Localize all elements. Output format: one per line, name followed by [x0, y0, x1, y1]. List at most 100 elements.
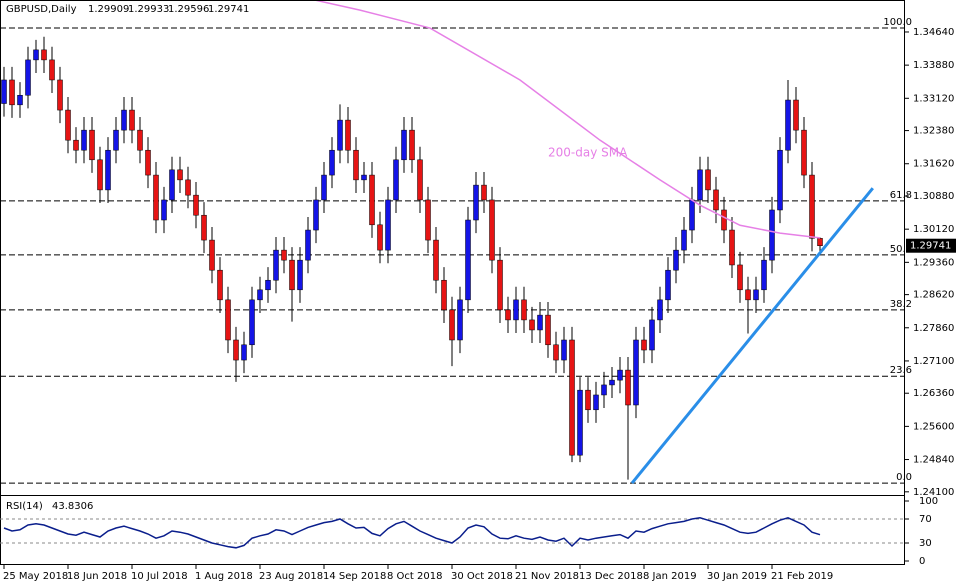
- header-open: 1.29909: [88, 4, 129, 15]
- fib-label: 0.0: [896, 472, 912, 483]
- candle-body: [209, 239, 215, 271]
- candle-body: [321, 174, 327, 201]
- candle-body: [761, 259, 767, 291]
- rsi-line: [3, 517, 821, 549]
- candle-body: [169, 169, 175, 201]
- trendline: [630, 187, 874, 485]
- candle-body: [713, 189, 719, 211]
- y-tick-label: 1.29360: [913, 257, 954, 268]
- candle-body: [537, 314, 543, 331]
- candle-body: [417, 159, 423, 201]
- candle-body: [49, 59, 55, 81]
- candle-body: [217, 269, 223, 301]
- x-tick-label: 18 Jun 2018: [67, 571, 127, 582]
- rsi-tick-label: 100: [919, 496, 938, 507]
- candle-body: [121, 109, 127, 131]
- candle-body: [57, 79, 63, 111]
- candle-body: [753, 289, 759, 301]
- price-panel: [0, 1, 905, 485]
- candle-body: [449, 309, 455, 341]
- candle-body: [393, 159, 399, 201]
- candle-body: [81, 129, 87, 151]
- candle-body: [161, 199, 167, 221]
- candle-body: [337, 119, 343, 151]
- candle-body: [721, 209, 727, 231]
- candle-body: [777, 149, 783, 211]
- x-tick-label: 1 Aug 2018: [195, 571, 253, 582]
- candle-body: [681, 229, 687, 251]
- y-tick-label: 1.30120: [913, 224, 954, 235]
- candle-body: [249, 299, 255, 346]
- x-tick-label: 25 May 2018: [3, 571, 68, 582]
- y-tick-label: 1.25600: [913, 421, 954, 432]
- axes: 1.34640 1.33880 1.33120 1.32380 1.31620 1.308…: [3, 17, 956, 582]
- candle-body: [225, 299, 231, 341]
- candle-body: [361, 174, 367, 181]
- candle-body: [617, 369, 623, 381]
- candle-body: [489, 199, 495, 261]
- candle-body: [409, 129, 415, 161]
- candle-body: [793, 99, 799, 131]
- x-tick-label: 10 Jul 2018: [131, 571, 188, 582]
- candle-body: [153, 174, 159, 221]
- x-tick-label: 23 Aug 2018: [259, 571, 323, 582]
- x-tick-label: 14 Sep 2018: [323, 571, 386, 582]
- current-price: 1.29741: [910, 241, 951, 252]
- candle-body: [457, 299, 463, 341]
- candle-body: [113, 129, 119, 151]
- candle-body: [97, 159, 103, 191]
- candle-body: [305, 229, 311, 261]
- candle-body: [433, 239, 439, 281]
- candle-body: [233, 339, 239, 361]
- candle-body: [345, 119, 351, 151]
- header-low: 1.29596: [168, 4, 209, 15]
- candle-body: [33, 49, 39, 61]
- y-tick-label: 1.33880: [913, 60, 954, 71]
- candle-body: [481, 184, 487, 201]
- x-tick-label: 30 Jan 2019: [707, 571, 767, 582]
- header-close: 1.29741: [208, 4, 249, 15]
- candle-body: [569, 339, 575, 456]
- candle-body: [73, 139, 79, 151]
- candle-body: [697, 169, 703, 201]
- candle-body: [553, 344, 559, 361]
- y-tick-label: 1.33120: [913, 93, 954, 104]
- candle-body: [137, 129, 143, 151]
- candle-body: [561, 339, 567, 361]
- candle-body: [265, 279, 271, 291]
- candle-body: [609, 379, 615, 386]
- y-tick-label: 1.32380: [913, 126, 954, 137]
- x-tick-label: 30 Oct 2018: [451, 571, 513, 582]
- candle-body: [785, 99, 791, 151]
- candle-body: [801, 129, 807, 176]
- candle-body: [665, 269, 671, 301]
- candle-body: [1, 79, 7, 104]
- candle-body: [809, 174, 815, 239]
- candle-body: [729, 229, 735, 266]
- candle-body: [17, 94, 23, 106]
- candle-body: [401, 129, 407, 161]
- candle-body: [105, 149, 111, 191]
- fib-label: 61.8: [890, 190, 912, 201]
- candle-body: [329, 149, 335, 176]
- candle-body: [25, 59, 31, 96]
- y-tick-label: 1.31620: [913, 159, 954, 170]
- y-tick-label: 1.28620: [913, 290, 954, 301]
- sma-label: 200-day SMA: [548, 146, 628, 160]
- rsi-tick-label: 0: [919, 556, 925, 567]
- candle-body: [705, 169, 711, 191]
- candle-body: [633, 339, 639, 406]
- candle-body: [193, 194, 199, 216]
- rsi-name: RSI(14): [6, 501, 43, 512]
- y-tick-label: 1.27860: [913, 323, 954, 334]
- candle-body: [817, 238, 823, 247]
- y-tick-label: 1.24100: [913, 487, 954, 498]
- candle-body: [41, 49, 47, 61]
- candle-body: [65, 109, 71, 141]
- fib-label: 100.0: [883, 17, 912, 28]
- candle-body: [9, 79, 15, 106]
- rsi-tick-label: 70: [919, 514, 932, 525]
- candle-body: [129, 109, 135, 131]
- candle-body: [177, 169, 183, 181]
